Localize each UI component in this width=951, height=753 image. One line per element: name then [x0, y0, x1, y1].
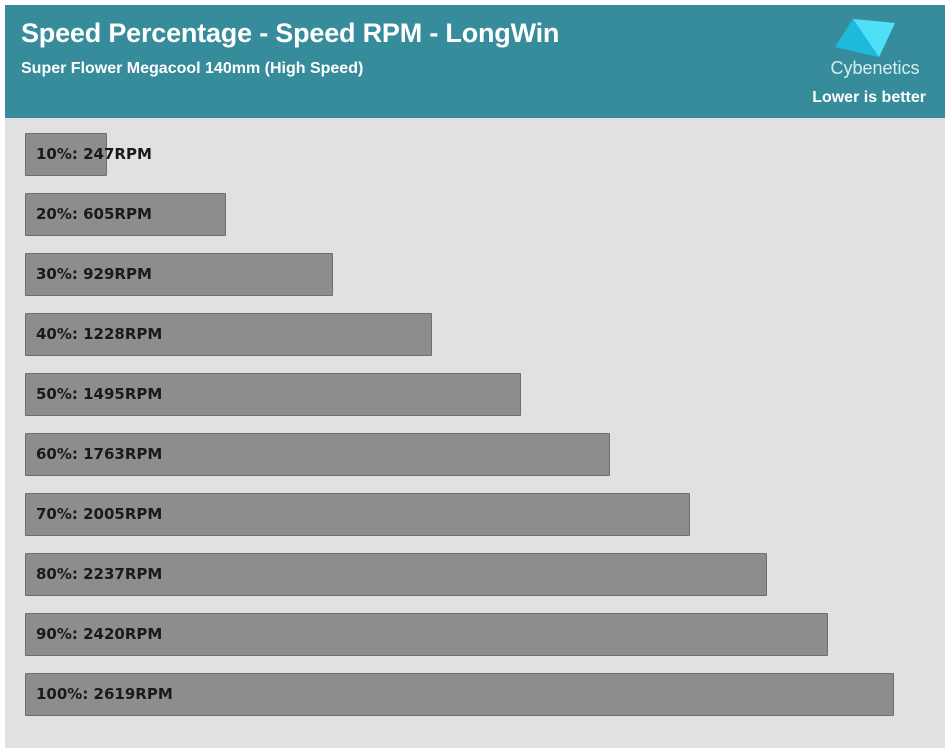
bar-label: 10%: 247RPM	[36, 145, 152, 163]
bar-70pct	[25, 493, 690, 536]
bar-60pct	[25, 433, 610, 476]
bar-label: 90%: 2420RPM	[36, 625, 163, 643]
logo-text: Cybenetics	[830, 58, 920, 78]
bar-90pct	[25, 613, 828, 656]
bar-label: 50%: 1495RPM	[36, 385, 163, 403]
bar-label: 100%: 2619RPM	[36, 685, 173, 703]
bar-label: 80%: 2237RPM	[36, 565, 163, 583]
bar-label: 60%: 1763RPM	[36, 445, 163, 463]
bar-40pct	[25, 313, 432, 356]
cybenetics-logo: Cybenetics	[823, 15, 927, 85]
bar-30pct	[25, 253, 333, 296]
bar-20pct	[25, 193, 226, 236]
bar-50pct	[25, 373, 521, 416]
plot-area: 10%: 247RPM 20%: 605RPM 30%: 929RPM 40%: 12…	[5, 118, 945, 748]
bar-100pct	[25, 673, 894, 716]
chart-title: Speed Percentage - Speed RPM - LongWin	[21, 18, 560, 48]
bar-10pct	[25, 133, 107, 176]
logo-diamond-icon	[835, 19, 895, 57]
lower-is-better-note: Lower is better	[812, 89, 926, 106]
bar-80pct	[25, 553, 767, 596]
bar-label: 70%: 2005RPM	[36, 505, 163, 523]
chart-subtitle: Super Flower Megacool 140mm (High Speed)	[21, 60, 364, 77]
bar-label: 40%: 1228RPM	[36, 325, 163, 343]
chart-header: Speed Percentage - Speed RPM - LongWin S…	[5, 5, 945, 118]
bar-label: 30%: 929RPM	[36, 265, 152, 283]
bar-label: 20%: 605RPM	[36, 205, 152, 223]
